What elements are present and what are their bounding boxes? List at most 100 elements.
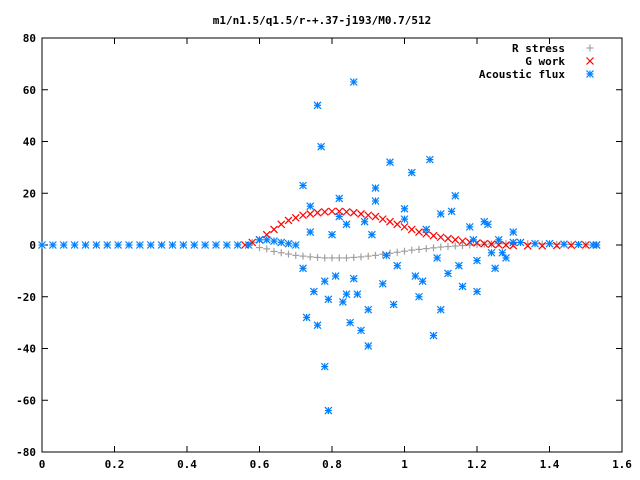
- point-asterisk: [70, 241, 79, 249]
- point-asterisk: [574, 240, 583, 249]
- point-asterisk: [342, 290, 351, 299]
- point-asterisk: [346, 318, 355, 327]
- point-cross: [313, 208, 322, 217]
- point-asterisk: [299, 264, 307, 273]
- point-cross: [400, 222, 409, 231]
- point-asterisk: [222, 241, 231, 249]
- point-asterisk: [465, 222, 474, 231]
- point-asterisk: [168, 241, 177, 249]
- point-asterisk: [433, 254, 442, 262]
- point-plus: [263, 245, 271, 253]
- y-tick-label: -40: [16, 343, 36, 356]
- point-plus: [343, 254, 350, 262]
- point-plus: [393, 248, 401, 256]
- point-asterisk: [349, 274, 358, 283]
- point-asterisk: [418, 277, 427, 286]
- point-cross: [567, 241, 576, 250]
- point-asterisk: [302, 313, 311, 322]
- point-asterisk: [469, 235, 478, 244]
- point-cross: [429, 231, 438, 240]
- y-tick-label: -80: [16, 446, 36, 459]
- point-cross: [378, 215, 387, 224]
- point-asterisk: [509, 228, 518, 236]
- point-asterisk: [353, 290, 362, 299]
- point-asterisk: [146, 241, 155, 249]
- point-asterisk: [473, 287, 481, 296]
- point-asterisk: [531, 239, 539, 248]
- point-plus: [473, 240, 481, 248]
- point-asterisk: [545, 239, 554, 248]
- x-tick-label: 0.6: [250, 458, 270, 471]
- legend-label: G work: [525, 55, 565, 68]
- point-plus: [408, 246, 416, 254]
- point-asterisk: [306, 228, 315, 236]
- point-asterisk: [367, 230, 376, 239]
- x-tick-label: 1.2: [467, 458, 487, 471]
- point-asterisk: [328, 230, 336, 239]
- point-asterisk: [498, 248, 507, 257]
- point-cross: [487, 240, 496, 249]
- point-asterisk: [357, 326, 365, 335]
- point-plus: [415, 245, 423, 253]
- point-asterisk: [291, 241, 300, 249]
- point-plus: [270, 247, 278, 255]
- point-asterisk: [324, 295, 333, 304]
- point-cross: [552, 241, 561, 250]
- point-asterisk: [407, 168, 416, 177]
- legend-marker: [586, 70, 594, 78]
- point-asterisk: [125, 241, 133, 249]
- point-asterisk: [306, 202, 315, 211]
- x-tick-label: 1.4: [540, 458, 560, 471]
- point-asterisk: [342, 220, 351, 229]
- y-tick-label: -20: [16, 291, 36, 304]
- point-asterisk: [277, 238, 286, 247]
- x-tick-label: 0.4: [177, 458, 197, 471]
- point-asterisk: [59, 241, 68, 249]
- point-asterisk: [360, 217, 369, 226]
- point-asterisk: [317, 142, 326, 151]
- point-asterisk: [201, 241, 210, 249]
- point-asterisk: [299, 181, 307, 190]
- point-asterisk: [364, 341, 373, 350]
- point-asterisk: [451, 191, 460, 200]
- point-plus: [328, 254, 336, 262]
- point-cross: [523, 241, 532, 250]
- point-cross: [444, 234, 452, 243]
- x-tick-label: 1: [401, 458, 408, 471]
- point-plus: [459, 242, 466, 250]
- point-cross: [480, 239, 489, 248]
- point-asterisk: [494, 235, 503, 244]
- point-plus: [335, 254, 343, 262]
- point-asterisk: [313, 321, 322, 330]
- point-asterisk: [262, 235, 271, 244]
- point-asterisk: [270, 237, 278, 246]
- point-cross: [407, 225, 416, 234]
- point-plus: [451, 242, 459, 250]
- legend-label: Acoustic flux: [479, 68, 565, 81]
- point-asterisk: [422, 225, 431, 234]
- x-tick-label: 0.2: [105, 458, 125, 471]
- point-asterisk: [378, 279, 387, 288]
- point-asterisk: [592, 241, 601, 249]
- point-asterisk: [212, 241, 220, 249]
- point-asterisk: [415, 292, 423, 301]
- point-cross: [357, 210, 365, 218]
- point-asterisk: [81, 241, 90, 249]
- point-cross: [299, 211, 307, 220]
- point-asterisk: [516, 238, 525, 247]
- point-asterisk: [179, 241, 188, 249]
- point-asterisk: [38, 241, 46, 249]
- point-cross: [349, 208, 358, 217]
- point-asterisk: [157, 241, 166, 249]
- point-cross: [581, 241, 590, 249]
- point-plus: [364, 252, 372, 260]
- point-asterisk: [371, 197, 380, 205]
- point-asterisk: [335, 194, 344, 203]
- point-cross: [277, 220, 286, 229]
- point-plus: [444, 243, 452, 251]
- point-asterisk: [491, 264, 500, 273]
- point-asterisk: [335, 212, 344, 221]
- point-asterisk: [454, 261, 463, 270]
- point-asterisk: [560, 240, 568, 249]
- point-plus: [285, 250, 292, 258]
